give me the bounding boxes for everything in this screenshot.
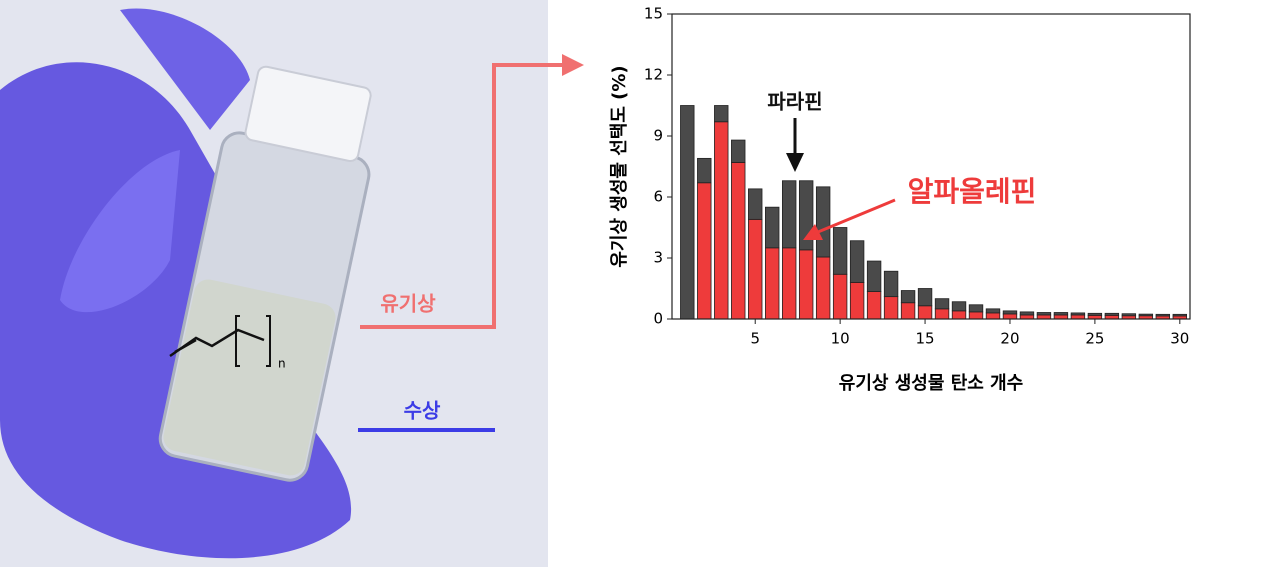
bar [985,312,1001,320]
bar [714,105,729,123]
bar [1121,313,1137,317]
x-tick-label: 5 [750,330,760,348]
bar [1019,311,1035,316]
chart: 0 3 6 9 12 15 5 10 15 20 25 30 유기상 생성물 탄소 개수 유기상 생성물 … [609,5,1191,394]
y-tick-label: 12 [644,66,663,84]
bar [968,304,984,313]
bar [917,288,933,307]
bar [1172,313,1188,317]
bar [1002,310,1018,315]
bar [849,281,865,320]
pointer-line [360,63,566,329]
plot-frame [671,13,1191,320]
x-tick-label: 20 [1000,330,1019,348]
bar [951,301,967,312]
y-axis-label: 유기상 생성물 선택도 (%) [609,65,630,267]
vial-cap [244,65,372,163]
bar [1104,312,1120,316]
paraffin-arrowhead [786,153,804,172]
bar [765,247,780,320]
bar [866,260,882,292]
bar [765,206,780,249]
bar [1138,313,1154,317]
x-tick-label: 10 [831,330,850,348]
bar [934,308,950,320]
bar [917,305,933,320]
bar [832,273,848,320]
bar [680,105,695,320]
x-tick-label: 30 [1170,330,1189,348]
bar [934,298,950,310]
bar [849,240,865,283]
y-tick-label: 9 [653,127,663,145]
bar [866,291,882,320]
pointer-head [562,54,584,76]
y-tick-label: 0 [653,310,663,328]
paraffin-annotation: 파라핀 [767,90,822,114]
bar [900,302,916,320]
bar [815,256,831,320]
bar [781,180,797,249]
bar [1070,314,1086,320]
olefin-annotation: 알파올레핀 [908,175,1037,208]
bar [798,249,814,320]
vial [158,65,372,482]
glove-finger [60,150,180,313]
bar [968,311,984,320]
y-tick-label: 15 [644,5,663,23]
x-tick-label: 15 [916,330,935,348]
bar [900,290,916,304]
bar [781,247,797,320]
x-tick-label: 25 [1085,330,1104,348]
bar [714,121,729,320]
bar [815,186,831,258]
structure-brackets [235,315,271,367]
glove-thumb [120,8,250,131]
bar [1053,314,1069,320]
bar [1053,312,1069,316]
organic-label: 유기상 [380,292,436,316]
bar [1070,312,1086,316]
bar [748,188,763,220]
bar [832,227,848,275]
bar [731,139,746,163]
structure-subscript: n [278,357,286,371]
bar [1087,312,1103,316]
bar [1019,314,1035,320]
bar [1036,314,1052,320]
olefin-arrow [817,198,896,234]
bar [1002,313,1018,320]
bar [697,182,712,320]
x-axis-label: 유기상 생성물 탄소 개수 [839,373,1023,394]
photo: n 유기상 수상 [0,0,584,567]
bar [883,296,899,320]
structure [169,328,265,358]
olefin-arrowhead [803,224,823,240]
vial-liquid [163,279,336,476]
bar [985,308,1001,314]
bar [1036,312,1052,316]
aqueous-label: 수상 [404,399,441,423]
bar [731,162,746,320]
y-tick-label: 3 [653,249,663,267]
bar [883,270,899,298]
y-tick-label: 6 [653,188,663,206]
bar [697,157,712,184]
bar [951,310,967,320]
bar [1155,313,1171,317]
bar [748,218,763,320]
